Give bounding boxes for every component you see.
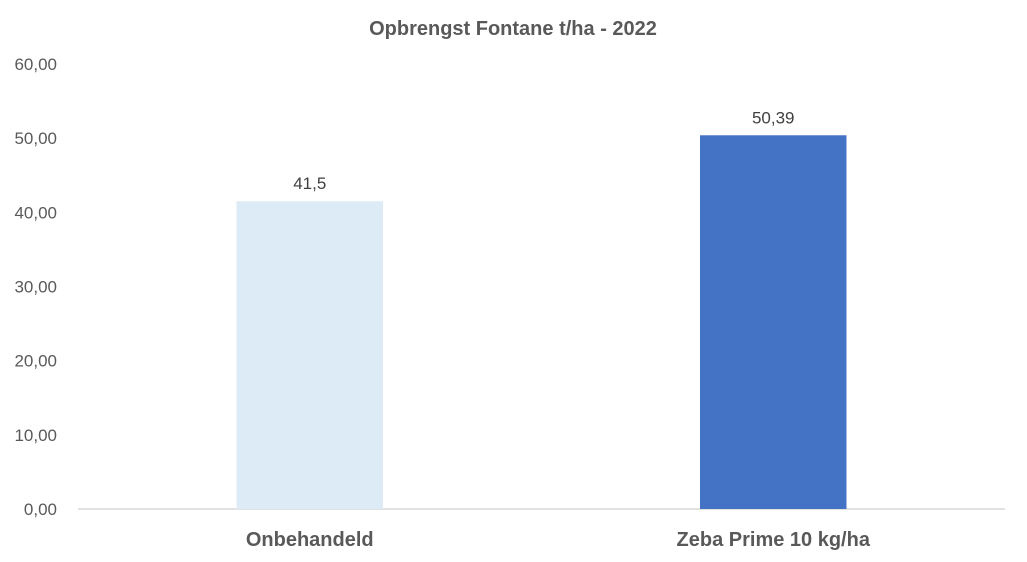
x-tick-label: Onbehandeld [246, 529, 374, 551]
y-tick-label: 10,00 [14, 426, 57, 445]
bars-group: 41,5 50,39 [236, 108, 847, 510]
y-tick-label: 40,00 [14, 203, 57, 222]
y-tick-label: 50,00 [14, 129, 57, 148]
data-label: 41,5 [293, 174, 326, 193]
y-tick-label: 60,00 [14, 55, 57, 74]
bar-0 [236, 201, 383, 510]
data-label: 50,39 [752, 108, 795, 127]
y-axis: 0,00 10,00 20,00 30,00 40,00 50,00 60,00 [14, 55, 57, 519]
y-tick-label: 20,00 [14, 352, 57, 371]
x-tick-label: Zeba Prime 10 kg/ha [677, 529, 871, 551]
y-tick-label: 0,00 [24, 500, 57, 519]
x-axis: Onbehandeld Zeba Prime 10 kg/ha [246, 529, 871, 551]
y-tick-label: 30,00 [14, 278, 57, 297]
bar-1 [700, 135, 847, 509]
chart-title: Opbrengst Fontane t/ha - 2022 [369, 18, 657, 40]
